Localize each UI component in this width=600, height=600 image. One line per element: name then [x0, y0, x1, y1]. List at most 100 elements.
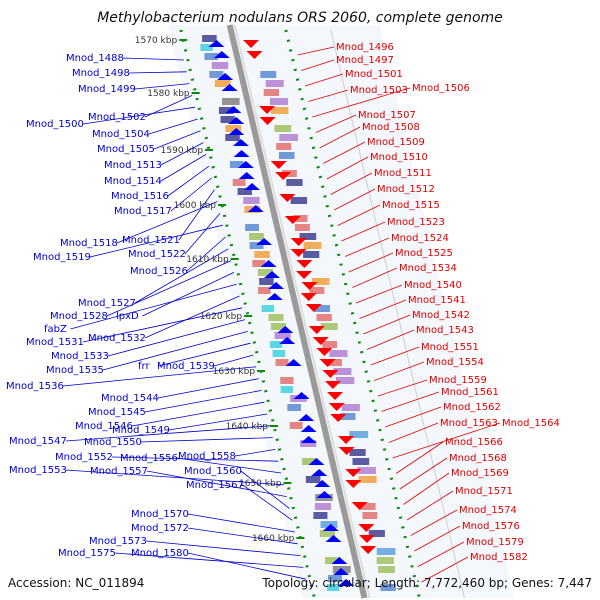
forward-gene-arrow [237, 161, 254, 168]
reverse-gene-arrow [290, 238, 307, 246]
left-gene-label: Mnod_1517 [114, 206, 172, 217]
forward-gene-arrow [238, 172, 255, 179]
reverse-gene-arrow [259, 106, 276, 114]
left-gene-label: Mnod_1552 [55, 452, 113, 463]
reverse-gene-arrow [330, 414, 347, 422]
reverse-gene-arrow [270, 161, 287, 169]
feature-block [314, 305, 331, 312]
left-gene-label: Mnod_1528 [50, 311, 108, 322]
forward-gene-arrow [314, 480, 331, 487]
scale-tick-label: 1640 kbp [226, 422, 269, 432]
left-leader-line [158, 342, 251, 367]
left-leader-line [82, 106, 196, 125]
left-gene-label: Mnod_1556 [120, 453, 178, 464]
scale-tick-label: 1610 kbp [186, 255, 229, 265]
left-leader-line [144, 390, 262, 413]
left-leader-line [167, 165, 210, 197]
forward-gene-arrow [311, 469, 328, 476]
feature-block [325, 557, 340, 564]
left-leader-line [144, 295, 240, 339]
left-gene-label: Mnod_1573 [89, 536, 147, 547]
right-leader-line [312, 87, 411, 118]
feature-block [249, 242, 264, 249]
feature-block [294, 224, 310, 231]
left-gene-label: Mnod_1580 [131, 548, 189, 559]
right-leader-line [308, 89, 349, 102]
feature-block [260, 71, 277, 78]
reverse-gene-arrow [296, 260, 313, 268]
genome-backbone [226, 24, 368, 599]
forward-gene-arrow [298, 414, 315, 421]
right-leader-line [417, 541, 465, 567]
left-leader-line [116, 201, 218, 244]
left-leader-line [186, 236, 226, 272]
left-leader-line [148, 118, 198, 135]
right-gene-label: Mnod_1559 [429, 375, 487, 386]
forward-gene-arrow [247, 205, 264, 212]
reverse-gene-arrow [345, 480, 362, 488]
feature-block [352, 458, 370, 465]
right-leader-line [337, 204, 381, 226]
right-leader-line [395, 441, 444, 474]
left-leader-line [168, 413, 268, 431]
reverse-gene-arrow [275, 172, 292, 180]
feature-block [320, 521, 338, 528]
left-gene-label: Mnod_1558 [178, 451, 236, 462]
left-leader-line [160, 154, 207, 182]
feature-block [263, 89, 280, 96]
forward-gene-arrow [232, 139, 249, 146]
right-gene-label: Mnod_1511 [374, 168, 432, 179]
reverse-gene-arrow [284, 216, 301, 224]
right-leader-line [326, 156, 369, 180]
right-gene-label: Mnod_1566 [445, 437, 503, 448]
feature-block [305, 476, 321, 483]
forward-gene-arrow [277, 326, 294, 333]
left-gene-label: Mnod_1505 [97, 144, 155, 155]
left-leader-line [184, 213, 221, 255]
forward-gene-arrow [293, 392, 310, 399]
right-gene-label: Mnod_1568 [449, 453, 507, 464]
right-gene-label: Mnod_1512 [377, 184, 435, 195]
right-leader-line [297, 46, 335, 56]
right-leader-line [392, 422, 501, 459]
feature-block [360, 503, 376, 510]
map-title: Methylobacterium nodulans ORS 2060, comp… [97, 10, 503, 26]
reverse-gene-arrow [242, 40, 259, 48]
feature-block [280, 377, 294, 384]
right-leader-line [370, 346, 420, 366]
feature-block [271, 107, 289, 114]
feature-block [313, 512, 328, 519]
right-gene-label: Mnod_1496 [336, 42, 394, 53]
left-gene-label: Mnod_1498 [72, 68, 130, 79]
right-leader-line [414, 525, 461, 552]
feature-block [349, 449, 366, 456]
left-gene-label: Mnod_1516 [111, 191, 169, 202]
feature-block [329, 350, 348, 357]
right-leader-line [344, 237, 390, 257]
reverse-gene-arrow [300, 293, 317, 301]
forward-gene-arrow [279, 337, 296, 344]
forward-gene-arrow [221, 84, 238, 91]
right-gene-label: Mnod_1509 [367, 137, 425, 148]
feature-block [311, 278, 330, 285]
reverse-gene-arrow [351, 502, 368, 510]
right-gene-label: Mnod_1524 [391, 233, 449, 244]
forward-gene-arrow [300, 436, 317, 443]
reverse-gene-arrow [305, 304, 322, 312]
left-gene-label: Mnod_1513 [104, 160, 162, 171]
reverse-gene-arrow [316, 348, 333, 356]
left-gene-label: Mnod_1502 [88, 112, 146, 123]
left-leader-line [240, 470, 290, 509]
forward-gene-arrow [308, 458, 325, 465]
right-gene-label: Mnod_1508 [362, 122, 420, 133]
feature-block [309, 287, 325, 294]
right-leader-line [403, 472, 450, 505]
left-gene-label: fabZ [44, 324, 67, 335]
left-leader-line [65, 469, 284, 486]
reverse-gene-arrow [327, 392, 344, 400]
right-gene-label: Mnod_1497 [336, 55, 394, 66]
reverse-gene-arrow [296, 271, 313, 279]
forward-gene-arrow [244, 183, 261, 190]
reverse-gene-arrow [290, 249, 307, 257]
